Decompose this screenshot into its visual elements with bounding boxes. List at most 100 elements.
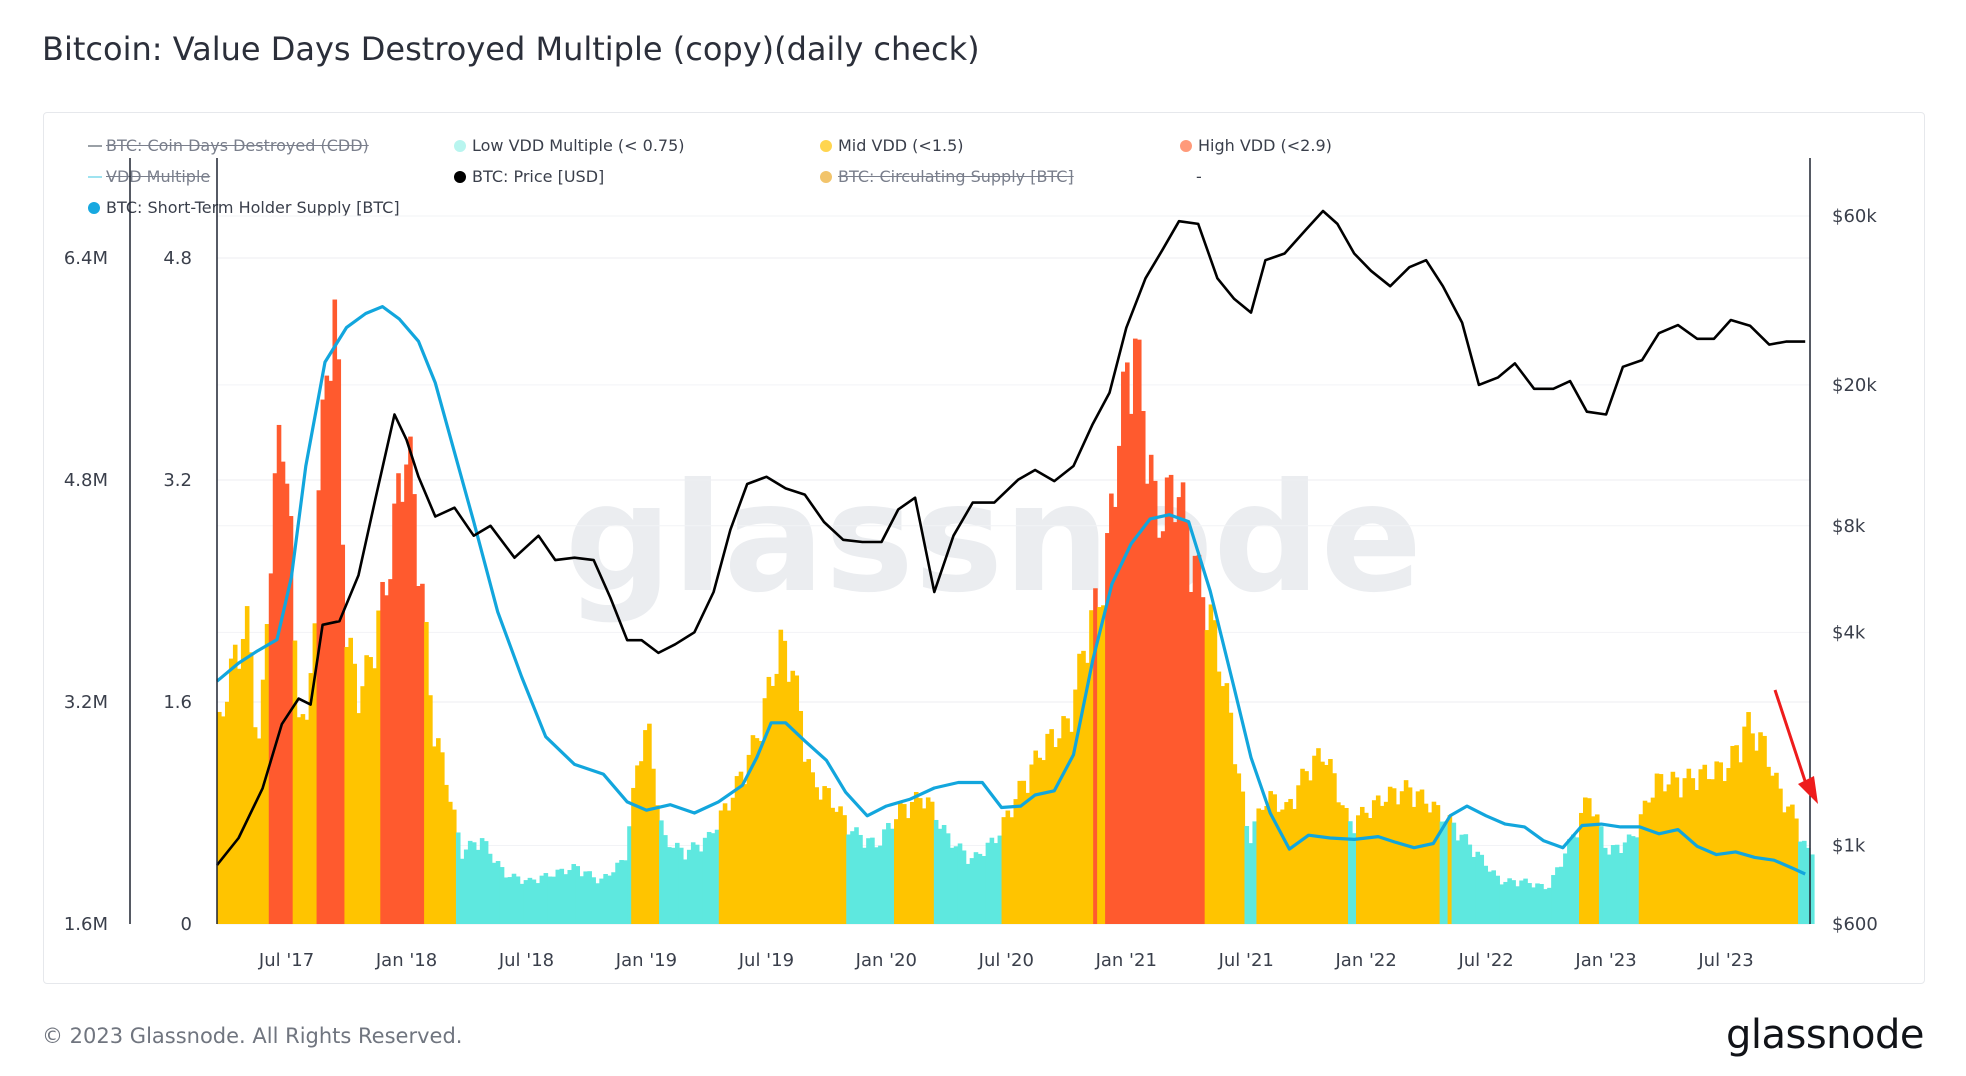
vdd-bar [1320, 761, 1325, 924]
vdd-bar [862, 847, 867, 924]
vdd-bar [782, 640, 788, 924]
x-axis-tick-label: Jan '23 [1574, 950, 1636, 971]
vdd-bar [424, 621, 429, 924]
vdd-bar [830, 807, 835, 924]
vdd-bar [479, 838, 485, 924]
vdd-bar [328, 380, 334, 924]
vdd-bar [746, 754, 752, 924]
legend-item-vdd-multiple[interactable]: VDD Multiple [88, 167, 210, 186]
legend-item-dash[interactable]: - [1196, 167, 1202, 186]
vdd-bar [551, 876, 557, 924]
vdd-bar [730, 797, 736, 924]
vdd-bar [1049, 729, 1054, 924]
vdd-bar [1690, 778, 1696, 924]
legend-item-high-vdd[interactable]: High VDD (<2.9) [1180, 136, 1332, 155]
x-axis-tick-label: Jul '23 [1697, 950, 1753, 971]
vdd-bar [1602, 847, 1608, 924]
vdd-bar [1121, 371, 1126, 925]
vdd-bar [1455, 840, 1461, 924]
vdd-bar [1555, 867, 1560, 924]
vdd-bar [368, 657, 373, 924]
vdd-bar [1132, 338, 1138, 924]
vdd-bar [1471, 856, 1477, 924]
vdd-bar [1810, 854, 1815, 924]
vdd-bar [905, 818, 911, 924]
vdd-bar [563, 874, 569, 924]
vdd-bar [1105, 533, 1110, 924]
vdd-bar [1272, 794, 1277, 924]
vdd-bar [1268, 791, 1273, 924]
sth-axis-tick-label: 1.6M [64, 914, 108, 935]
legend-item-low-vdd[interactable]: Low VDD Multiple (< 0.75) [454, 136, 685, 155]
legend-item-circulating-supply[interactable]: BTC: Circulating Supply [BTC] [820, 167, 1074, 186]
x-axis-tick-label: Jul '19 [738, 950, 794, 971]
vdd-bar [1256, 808, 1262, 924]
x-axis-tick-label: Jan '21 [1095, 950, 1157, 971]
vdd-bar [818, 799, 823, 924]
vdd-bar [786, 681, 792, 924]
vdd-bar [1766, 766, 1771, 924]
vdd-bar [953, 846, 959, 924]
vdd-bar [1300, 768, 1305, 924]
vdd-bar [1427, 812, 1433, 924]
vdd-bar [1033, 750, 1038, 924]
vdd-bar [1069, 731, 1074, 924]
legend-item-mid-vdd[interactable]: Mid VDD (<1.5) [820, 136, 964, 155]
vdd-bar [686, 849, 692, 924]
vdd-bar [1065, 718, 1070, 924]
vdd-bar [1738, 762, 1743, 924]
vdd-bar [758, 740, 764, 924]
vdd-bar [1451, 822, 1457, 924]
vdd-bar [1355, 815, 1361, 924]
vdd-bar [248, 652, 254, 924]
legend-item-cdd[interactable]: BTC: Coin Days Destroyed (CDD) [88, 136, 369, 155]
vdd-bar [826, 788, 831, 924]
vdd-bar [1288, 798, 1293, 924]
legend-item-sth-supply[interactable]: BTC: Short-Term Holder Supply [BTC] [88, 198, 400, 217]
dot-icon [88, 201, 100, 214]
vdd-bar [734, 776, 740, 924]
vdd-bar [945, 833, 951, 924]
x-axis-tick-label: Jan '20 [855, 950, 917, 971]
vdd-bar [1244, 826, 1250, 924]
vdd-bar [1670, 771, 1676, 924]
vdd-bar [842, 815, 847, 924]
vdd-bar [1208, 604, 1214, 924]
vdd-bar [1312, 755, 1317, 924]
vdd-bar [1204, 630, 1210, 924]
vdd-bar [1523, 878, 1528, 924]
vdd-bar [511, 873, 517, 924]
vdd-bar [854, 827, 859, 924]
x-axis-tick-label: Jul '18 [498, 950, 554, 971]
vdd-bar [1658, 774, 1664, 924]
vdd-bar [416, 586, 421, 924]
vdd-bar [838, 806, 843, 924]
vdd-bar [503, 877, 509, 924]
vdd-bar [1463, 834, 1469, 924]
vdd-bar [1045, 733, 1050, 924]
vdd-bar [575, 866, 581, 924]
vdd-bar [217, 711, 222, 924]
vdd-bar [882, 829, 887, 924]
vdd-bar [280, 461, 286, 924]
dot-icon [820, 170, 832, 183]
vdd-bar [232, 644, 238, 924]
vdd-bar [583, 871, 588, 924]
vdd-axis-tick-label: 1.6 [163, 692, 192, 713]
vdd-bar [1324, 764, 1329, 924]
vdd-bar [320, 399, 326, 924]
vdd-bar [296, 717, 302, 924]
vdd-bar [1085, 662, 1090, 924]
vdd-bar [631, 787, 636, 924]
vdd-bar [1248, 843, 1254, 924]
vdd-bar [1571, 834, 1576, 924]
price-axis-tick-label: $600 [1832, 914, 1878, 935]
legend-item-price[interactable]: BTC: Price [USD] [454, 167, 604, 186]
vdd-bar [790, 670, 796, 924]
vdd-bar [1029, 764, 1035, 924]
vdd-bar [1073, 689, 1078, 924]
vdd-bar [1352, 833, 1357, 924]
vdd-bar [1491, 870, 1496, 924]
vdd-bar [1296, 785, 1301, 924]
vdd-bar [1252, 821, 1258, 924]
